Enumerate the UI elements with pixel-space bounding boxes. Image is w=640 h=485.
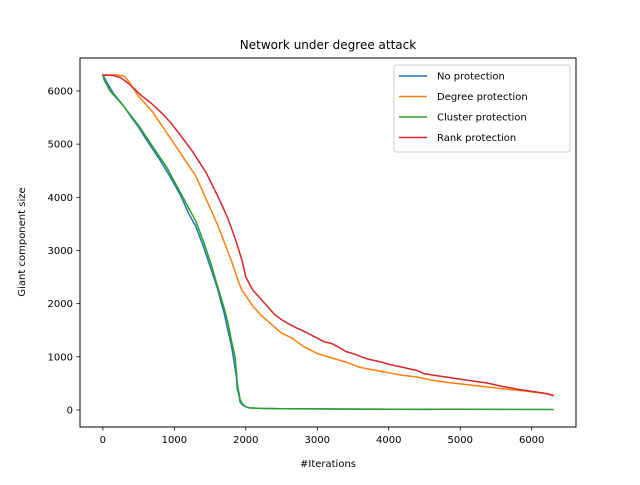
y-tick-label: 0 (67, 405, 73, 416)
y-tick-label: 5000 (48, 140, 73, 151)
series-line-3 (102, 74, 555, 397)
x-tick-label: 3000 (305, 435, 330, 446)
series-line-1 (102, 74, 554, 396)
legend-box (393, 64, 571, 153)
y-tick-label: 6000 (48, 86, 73, 97)
x-tick-label: 1000 (162, 435, 187, 446)
x-axis-label: #Iterations (300, 459, 356, 470)
x-tick-label: 0 (100, 435, 106, 446)
legend-label-2: Cluster protection (437, 113, 527, 124)
series-line-2 (101, 74, 554, 411)
y-tick-label: 4000 (48, 193, 73, 204)
x-tick-label: 2000 (233, 435, 258, 446)
y-axis-label: Giant component size (17, 187, 28, 296)
x-axis: 0 1000 2000 3000 4000 5000 6000 (100, 427, 544, 446)
x-tick-label: 5000 (447, 435, 472, 446)
y-tick-label: 3000 (48, 246, 73, 257)
legend-label-0: No protection (437, 72, 505, 83)
chart-title: Network under degree attack (240, 38, 416, 52)
legend: No protection Degree protection Cluster pr… (393, 64, 571, 153)
legend-label-3: Rank protection (437, 133, 516, 144)
legend-label-1: Degree protection (437, 92, 528, 103)
y-axis: 0 1000 2000 3000 4000 5000 6000 (48, 86, 80, 416)
axes-frame (79, 57, 577, 428)
y-tick-label: 2000 (48, 299, 73, 310)
y-tick-label: 1000 (48, 352, 73, 363)
plot-lines (101, 73, 555, 411)
x-tick-label: 6000 (519, 435, 544, 446)
x-tick-label: 4000 (376, 435, 401, 446)
